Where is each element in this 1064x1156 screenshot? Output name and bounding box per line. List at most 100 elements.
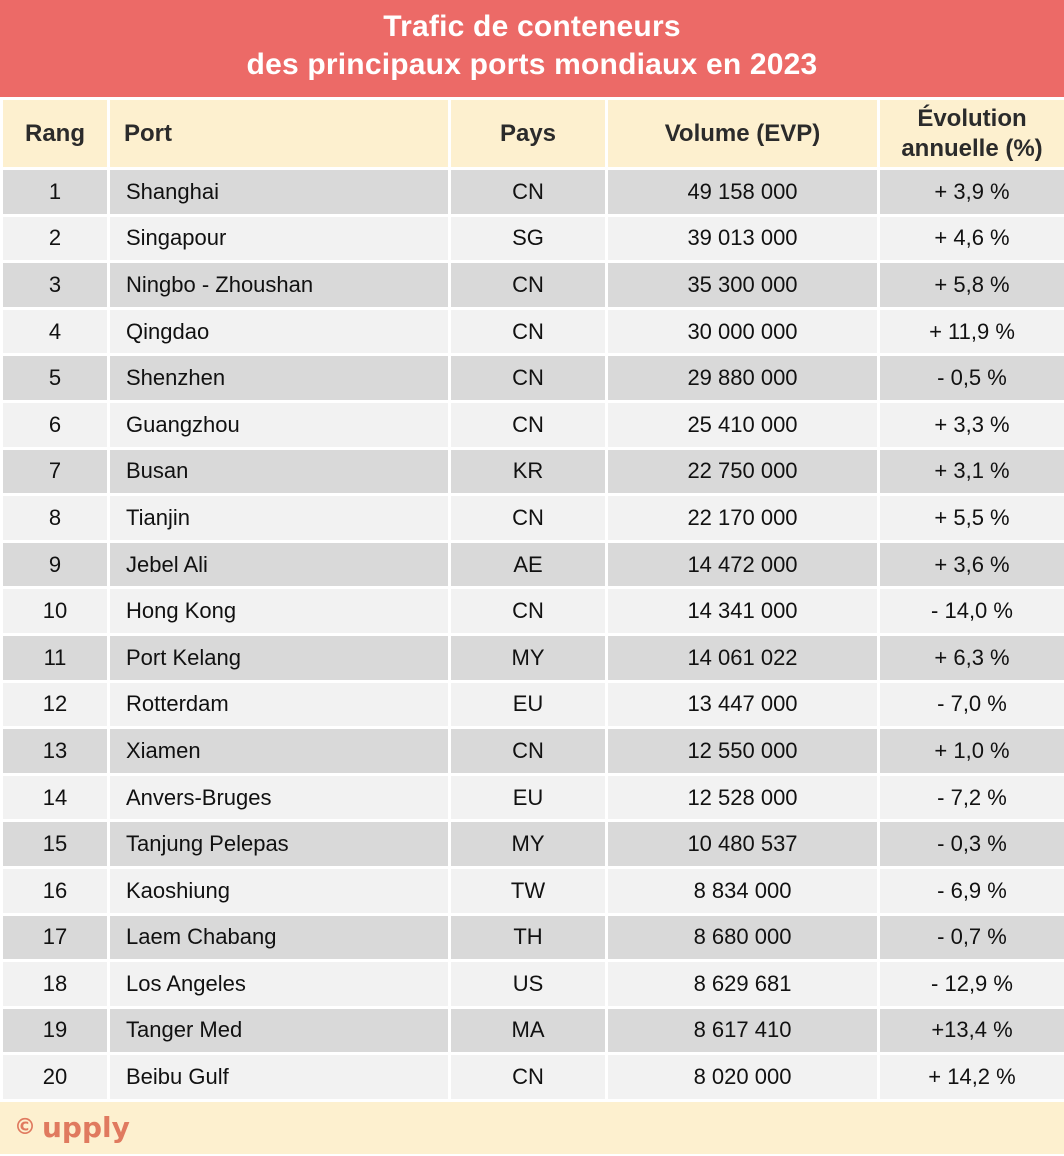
cell-evolution: - 12,9 % <box>877 959 1064 1009</box>
cell-volume: 8 020 000 <box>605 1052 880 1102</box>
cell-port: Guangzhou <box>107 399 451 450</box>
cell-evolution: + 3,6 % <box>877 539 1064 590</box>
cell-country: TH <box>448 912 608 963</box>
cell-volume: 8 834 000 <box>605 865 880 916</box>
cell-rank: 17 <box>0 912 110 963</box>
cell-country: KR <box>448 446 608 497</box>
cell-country: CN <box>448 306 608 357</box>
copyright-icon: © <box>14 1115 36 1141</box>
table-row: 16 Kaoshiung TW 8 834 000- 6,9 % <box>0 865 1064 916</box>
cell-port: Xiamen <box>107 726 451 776</box>
cell-country: AE <box>448 539 608 590</box>
table-row: 20 Beibu Gulf CN 8 020 000 + 14,2 % <box>0 1052 1064 1102</box>
cell-country: CN <box>448 586 608 636</box>
title-line-1: Trafic de conteneurs <box>383 10 681 43</box>
cell-evolution: - 0,5 % <box>877 353 1064 403</box>
cell-country: CN <box>448 399 608 450</box>
cell-evolution: - 6,9 % <box>877 865 1064 916</box>
cell-volume: 10 480 537 <box>605 819 880 869</box>
table-row: 8 Tianjin CN 22 170 000 + 5,5 % <box>0 493 1064 543</box>
cell-country: CN <box>448 1052 608 1102</box>
cell-rank: 6 <box>0 399 110 450</box>
cell-country: MY <box>448 819 608 869</box>
cell-rank: 8 <box>0 493 110 543</box>
cell-evolution: - 0,3 % <box>877 819 1064 869</box>
header-evolution-line-2: annuelle (%) <box>901 134 1043 162</box>
cell-rank: 12 <box>0 679 110 730</box>
chart-title: Trafic de conteneurs des principaux port… <box>0 0 1064 97</box>
cell-evolution: - 7,0 % <box>877 679 1064 730</box>
table-row: 2 Singapour SG 39 013 000 + 4,6 % <box>0 213 1064 264</box>
cell-volume: 30 000 000 <box>605 306 880 357</box>
cell-evolution: + 3,1 % <box>877 446 1064 497</box>
cell-rank: 4 <box>0 306 110 357</box>
cell-rank: 16 <box>0 865 110 916</box>
table-row: 7 Busan KR 22 750 000 + 3,1 % <box>0 446 1064 497</box>
cell-port: Tanger Med <box>107 1005 451 1056</box>
title-line-2: des principaux ports mondiaux en 2023 <box>246 48 818 81</box>
cell-evolution: + 5,5 % <box>877 493 1064 543</box>
table-row: 9 Jebel Ali AE 14 472 000 + 3,6 % <box>0 539 1064 590</box>
cell-country: MA <box>448 1005 608 1056</box>
cell-volume: 13 447 000 <box>605 679 880 730</box>
cell-country: CN <box>448 726 608 776</box>
cell-volume: 8 617 410 <box>605 1005 880 1056</box>
table-row: 11 Port Kelang MY 14 061 022 + 6,3 % <box>0 632 1064 683</box>
cell-rank: 9 <box>0 539 110 590</box>
cell-volume: 14 341 000 <box>605 586 880 636</box>
cell-volume: 22 750 000 <box>605 446 880 497</box>
cell-rank: 2 <box>0 213 110 264</box>
cell-country: MY <box>448 632 608 683</box>
cell-port: Shanghai <box>107 167 451 217</box>
cell-volume: 12 550 000 <box>605 726 880 776</box>
cell-country: TW <box>448 865 608 916</box>
cell-rank: 14 <box>0 772 110 823</box>
header-row: Rang Port Pays Volume (EVP) Évolution an… <box>0 97 1064 170</box>
cell-port: Tanjung Pelepas <box>107 819 451 869</box>
header-evolution: Évolution annuelle (%) <box>877 97 1064 170</box>
cell-evolution: + 1,0 % <box>877 726 1064 776</box>
cell-volume: 22 170 000 <box>605 493 880 543</box>
cell-volume: 12 528 000 <box>605 772 880 823</box>
cell-volume: 29 880 000 <box>605 353 880 403</box>
cell-rank: 13 <box>0 726 110 776</box>
cell-volume: 8 629 681 <box>605 959 880 1009</box>
cell-country: EU <box>448 679 608 730</box>
cell-country: CN <box>448 167 608 217</box>
cell-port: Anvers-Bruges <box>107 772 451 823</box>
table-row: 13 Xiamen CN 12 550 000 + 1,0 % <box>0 726 1064 776</box>
cell-volume: 49 158 000 <box>605 167 880 217</box>
cell-port: Los Angeles <box>107 959 451 1009</box>
table-row: 14 Anvers-Bruges EU 12 528 000- 7,2 % <box>0 772 1064 823</box>
cell-rank: 18 <box>0 959 110 1009</box>
table-row: 12 Rotterdam EU 13 447 000- 7,0 % <box>0 679 1064 730</box>
cell-rank: 20 <box>0 1052 110 1102</box>
cell-evolution: +13,4 % <box>877 1005 1064 1056</box>
cell-port: Jebel Ali <box>107 539 451 590</box>
cell-evolution: - 0,7 % <box>877 912 1064 963</box>
cell-volume: 8 680 000 <box>605 912 880 963</box>
cell-rank: 3 <box>0 260 110 310</box>
table-row: 3 Ningbo - Zhoushan CN 35 300 000 + 5,8 % <box>0 260 1064 310</box>
cell-port: Singapour <box>107 213 451 264</box>
table-body: 1 Shanghai CN 49 158 000 + 3,9 % 2 Singapour SG… <box>0 167 1064 1102</box>
cell-country: SG <box>448 213 608 264</box>
cell-evolution: - 14,0 % <box>877 586 1064 636</box>
cell-port: Beibu Gulf <box>107 1052 451 1102</box>
footer: © upply <box>0 1101 1064 1154</box>
cell-volume: 39 013 000 <box>605 213 880 264</box>
cell-country: CN <box>448 260 608 310</box>
cell-port: Shenzhen <box>107 353 451 403</box>
cell-port: Ningbo - Zhoushan <box>107 260 451 310</box>
cell-volume: 25 410 000 <box>605 399 880 450</box>
header-volume: Volume (EVP) <box>605 97 880 170</box>
cell-country: CN <box>448 353 608 403</box>
cell-port: Rotterdam <box>107 679 451 730</box>
cell-port: Qingdao <box>107 306 451 357</box>
cell-evolution: + 4,6 % <box>877 213 1064 264</box>
cell-volume: 14 472 000 <box>605 539 880 590</box>
cell-evolution: + 6,3 % <box>877 632 1064 683</box>
ports-table: Rang Port Pays Volume (EVP) Évolution an… <box>0 97 1064 1102</box>
cell-rank: 19 <box>0 1005 110 1056</box>
table-row: 17 Laem Chabang TH 8 680 000- 0,7 % <box>0 912 1064 963</box>
